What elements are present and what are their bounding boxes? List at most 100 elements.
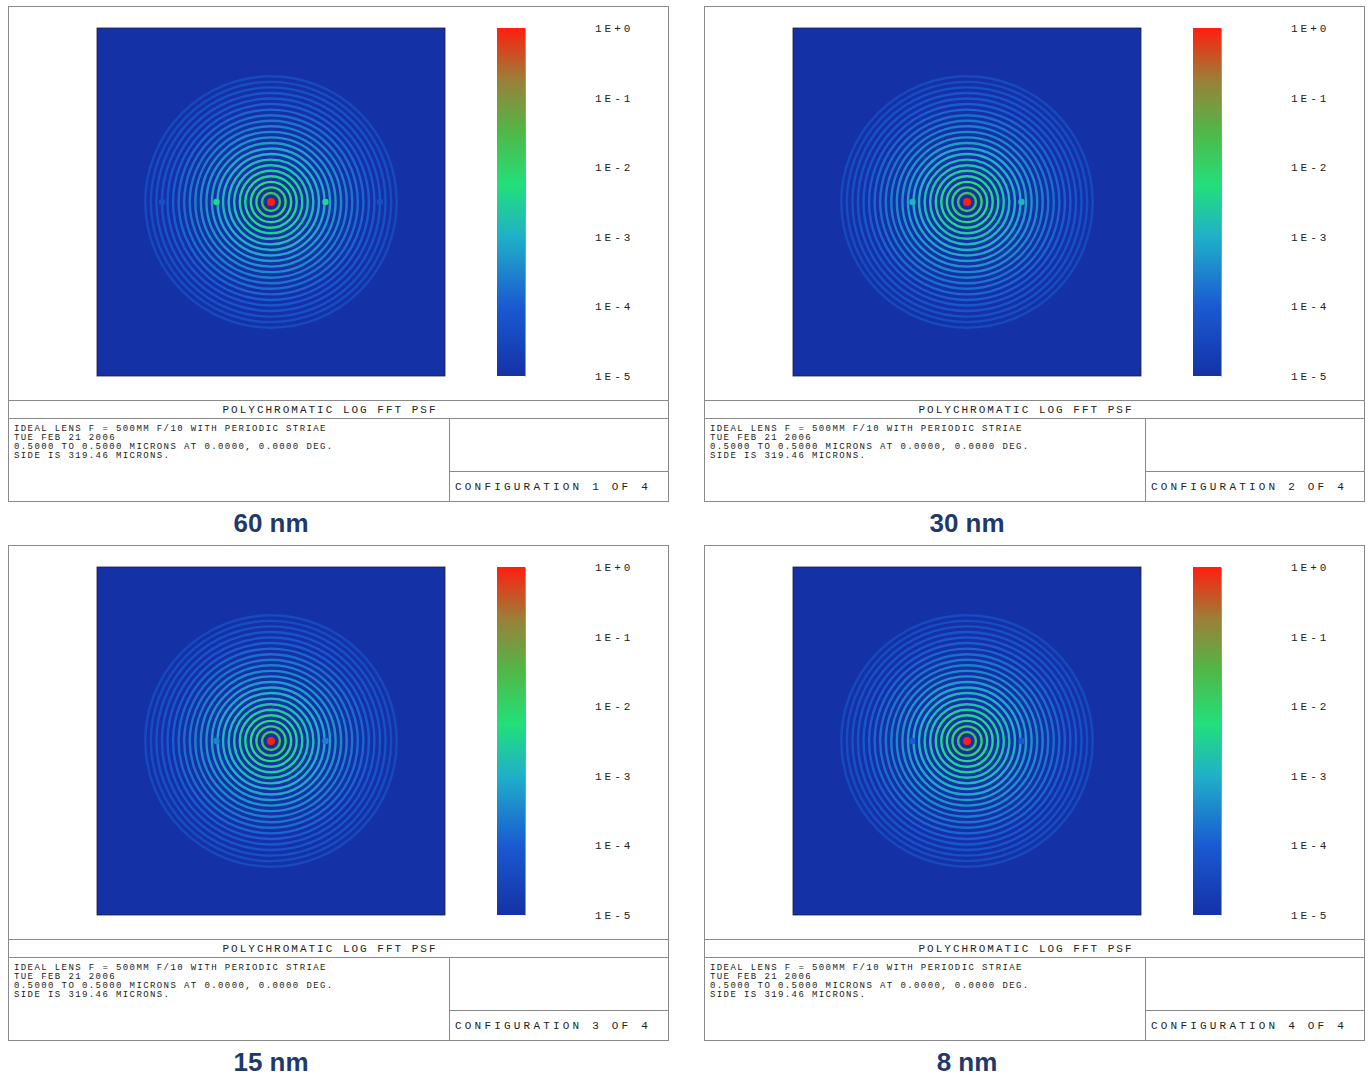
ring	[864, 99, 1071, 306]
tick: 1E-3	[525, 232, 633, 244]
peak	[909, 738, 915, 744]
panel: 1E+0 1E-1 1E-2 1E-3 1E-4 1E-5 POLYCHROMATIC LO…	[9, 546, 669, 1078]
figure: 1E+0 1E-1 1E-2 1E-3 1E-4 1E-5 POLYCHROMATIC LO…	[0, 0, 1370, 1085]
ring	[218, 688, 325, 795]
tick-label: 1E-2	[595, 701, 633, 713]
tick: 1E+0	[1221, 562, 1329, 574]
tick: 1E-5	[1221, 910, 1329, 922]
tick: 1E+0	[525, 23, 633, 35]
colorbar-axis: 1E+01E-11E-21E-31E-41E-5	[525, 23, 633, 383]
plot-frame	[793, 567, 1141, 915]
ring	[891, 126, 1042, 277]
ring	[914, 688, 1021, 795]
plot-background	[793, 567, 1141, 915]
panel: 1E+01E-11E-21E-31E-41E-5POLYCHROMATIC LO…	[705, 7, 1365, 539]
description-line: SIDE IS 319.46 MICRONS.	[14, 990, 170, 1000]
tick-label: 1E+0	[1291, 562, 1329, 574]
ring	[958, 732, 976, 750]
caption: 60 nm	[233, 508, 308, 538]
colorbar	[1193, 28, 1221, 376]
ring	[212, 682, 330, 800]
tick-label: 1E+0	[1291, 23, 1329, 35]
ring	[262, 193, 280, 211]
tick: 1E-4	[1221, 301, 1329, 313]
tick-label: 1E-4	[595, 301, 633, 313]
panel: 1E+01E-11E-21E-31E-41E-5POLYCHROMATIC LO…	[705, 546, 1365, 1078]
description-line: SIDE IS 319.46 MICRONS.	[710, 990, 866, 1000]
tick: 1E-1	[525, 93, 633, 105]
tick-label: 1E+0	[595, 562, 633, 574]
panel: 1E+01E-11E-21E-31E-41E-5POLYCHROMATIC LO…	[9, 7, 669, 539]
separator	[705, 939, 1365, 940]
separator	[449, 419, 450, 502]
ring	[184, 654, 358, 828]
ring	[908, 143, 1026, 261]
ring	[864, 638, 1071, 845]
separator	[1146, 1010, 1365, 1011]
separator	[1145, 958, 1146, 1041]
tick: 1E-4	[525, 301, 633, 313]
ring	[880, 654, 1054, 828]
ring	[947, 182, 987, 222]
tick-label: 1E-5	[1291, 371, 1329, 383]
tick-label: 1E-3	[595, 232, 633, 244]
ring	[256, 187, 285, 216]
tick-label: 1E-2	[1291, 162, 1329, 174]
peak	[213, 199, 219, 205]
ring	[852, 87, 1081, 316]
tick-label: 1E-5	[595, 910, 633, 922]
ring	[256, 726, 285, 755]
configuration: CONFIGURATION 1 OF 4	[455, 481, 651, 493]
ring	[869, 104, 1065, 300]
tick: 1E-5	[525, 910, 633, 922]
title: POLYCHROMATIC LOG FFT PSF	[222, 943, 437, 955]
ring	[919, 693, 1015, 789]
separator	[1145, 419, 1146, 502]
colorbar	[1193, 567, 1221, 915]
plot-background	[97, 567, 445, 915]
separator	[9, 957, 669, 958]
peak	[963, 737, 971, 745]
tick-label: 1E-1	[1291, 93, 1329, 105]
ring	[229, 160, 314, 245]
ring	[229, 699, 314, 784]
tick-label: 1E-4	[595, 840, 633, 852]
colorbar	[497, 567, 525, 915]
tick: 1E-3	[525, 771, 633, 783]
caption: 30 nm	[929, 508, 1004, 538]
ring	[195, 126, 346, 277]
ring	[151, 82, 391, 322]
axis-domain	[525, 568, 526, 916]
tick: 1E-2	[525, 701, 633, 713]
axis-domain	[1221, 29, 1222, 377]
ring	[852, 626, 1081, 855]
tick-label: 1E-5	[595, 371, 633, 383]
tick: 1E-1	[1221, 632, 1329, 644]
tick: 1E-3	[1221, 232, 1329, 244]
ring	[251, 182, 291, 222]
tick: 1E-2	[1221, 162, 1329, 174]
ring	[925, 699, 1010, 784]
tick: 1E+0	[1221, 23, 1329, 35]
tick-label: 1E-1	[595, 632, 633, 644]
separator	[450, 471, 669, 472]
plot-frame	[97, 567, 445, 915]
panel-frame	[9, 546, 669, 1041]
panel-frame	[705, 7, 1365, 502]
colorbar-axis: 1E+0 1E-1 1E-2 1E-3 1E-4 1E-5	[525, 562, 633, 922]
tick-label: 1E-4	[1291, 840, 1329, 852]
ring	[206, 676, 335, 805]
ring	[240, 710, 303, 773]
ring	[847, 621, 1087, 861]
separator	[9, 939, 669, 940]
ring	[195, 665, 346, 816]
ring	[952, 187, 981, 216]
plot-frame	[97, 28, 445, 376]
plot-background	[793, 28, 1141, 376]
ring	[240, 171, 303, 234]
ring	[880, 115, 1054, 289]
peak	[267, 737, 275, 745]
plot-background	[97, 28, 445, 376]
ring	[858, 93, 1076, 311]
configuration: CONFIGURATION 4 OF 4	[1151, 1020, 1347, 1032]
